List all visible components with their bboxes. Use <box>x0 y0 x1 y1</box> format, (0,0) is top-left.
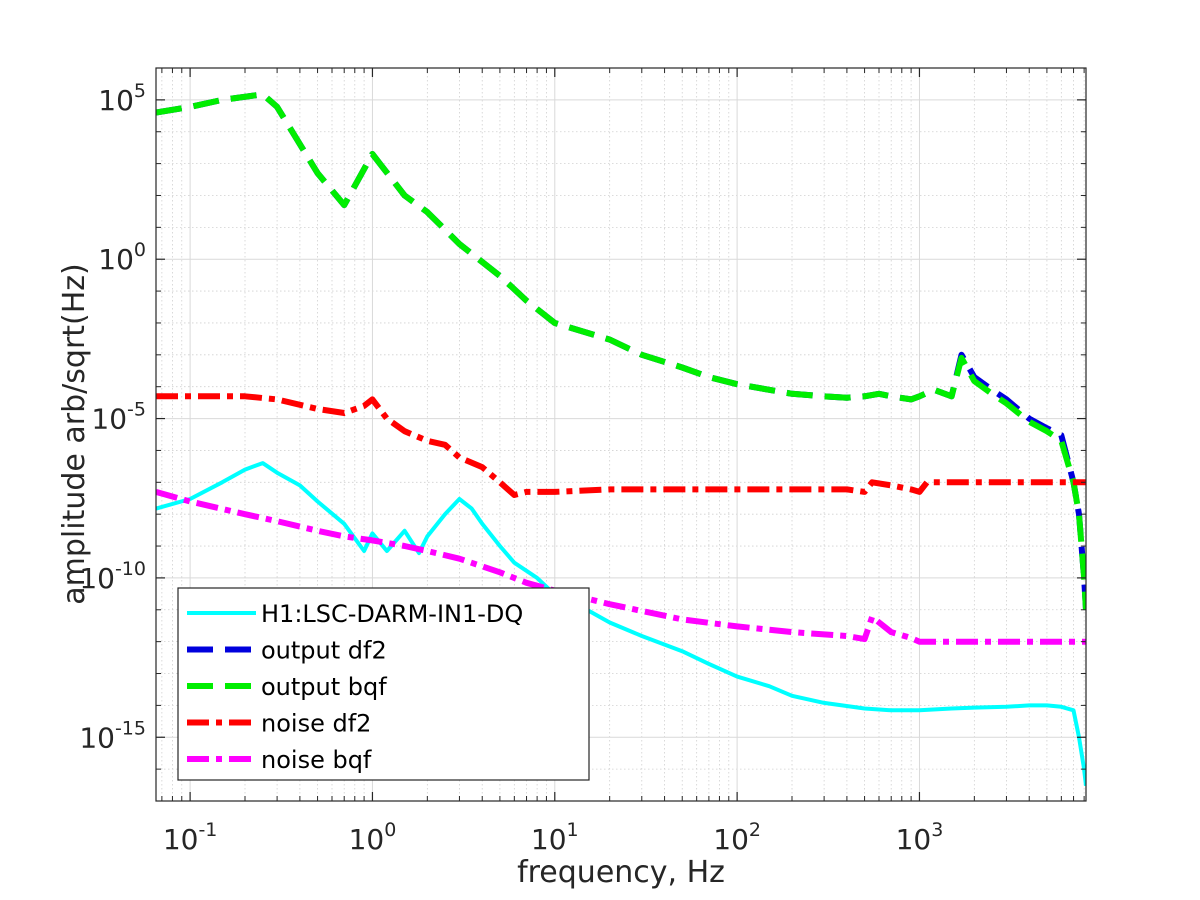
axis-ticks <box>156 67 1086 802</box>
legend-label-noise-bqf: noise bqf <box>261 746 372 774</box>
x-tick-label: 10-1 <box>163 819 218 856</box>
legend-label-h1-lsc-darm-in1-dq: H1:LSC-DARM-IN1-DQ <box>261 600 523 628</box>
y-tick-label: 100 <box>98 239 146 276</box>
plot-frame <box>155 67 1087 802</box>
x-tick-label: 101 <box>531 819 579 856</box>
series-line-output-bqf <box>156 91 1086 610</box>
legend: H1:LSC-DARM-IN1-DQ output df2 output bqf no… <box>177 587 590 781</box>
x-tick-label: 100 <box>349 819 397 856</box>
y-axis-label: amplitude arb/sqrt(Hz) <box>57 263 92 604</box>
y-tick-labels: 105 100 10-5 10-10 10-15 <box>79 80 146 754</box>
x-tick-label: 103 <box>896 819 944 856</box>
major-grid <box>156 68 1086 801</box>
series-line-noise-bqf <box>156 489 1086 645</box>
y-tick-label: 10-15 <box>79 717 146 754</box>
series-line-noise-df2 <box>156 393 1086 498</box>
y-tick-label: 10-5 <box>91 399 146 436</box>
legend-label-noise-df2: noise df2 <box>261 710 371 738</box>
legend-label-output-df2: output df2 <box>261 637 387 665</box>
legend-label-output-bqf: output bqf <box>261 673 387 701</box>
y-tick-label: 10-10 <box>79 558 146 595</box>
x-tick-labels: 10-1 100 101 102 103 <box>163 819 944 856</box>
x-tick-label: 102 <box>713 819 761 856</box>
y-tick-label: 105 <box>98 80 146 117</box>
x-axis-label: frequency, Hz <box>517 855 725 890</box>
